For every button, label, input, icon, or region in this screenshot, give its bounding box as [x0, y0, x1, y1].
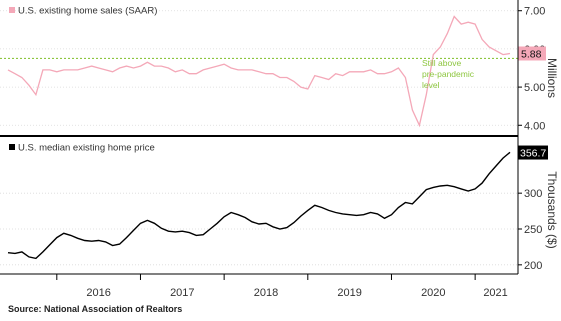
- top-panel: U.S. existing home sales (SAAR) Still ab…: [0, 6, 559, 132]
- y-tick-label-5.00: 5.00: [524, 82, 545, 94]
- annotation-line-1: Still above: [422, 58, 461, 68]
- x-tick-label-2018: 2018: [254, 287, 278, 299]
- bottom-gridlines: [0, 192, 518, 266]
- median-price-legend-label: U.S. median existing home price: [18, 143, 155, 154]
- bottom-panel: U.S. median existing home price 200 250 30…: [0, 143, 559, 272]
- top-gridlines: [0, 10, 518, 126]
- median-price-last-value-box: [518, 145, 548, 160]
- home-sales-legend-label: U.S. existing home sales (SAAR): [18, 6, 157, 17]
- home-sales-last-value-box: [518, 46, 546, 61]
- x-tick-label-2016: 2016: [86, 287, 110, 299]
- bottom-last-value-badge: 356.7: [518, 145, 548, 160]
- median-price-series-line: [7, 151, 511, 260]
- y-tick-label-7.00: 7.00: [524, 6, 545, 18]
- annotation-line-3: level: [422, 80, 440, 90]
- median-price-last-value: 356.7: [520, 148, 546, 160]
- bottom-y-axis-title: Thousands ($): [545, 171, 559, 248]
- top-y-axis-title: Millions: [545, 58, 559, 98]
- y-tick-label-250: 250: [524, 224, 542, 236]
- y-tick-label-200: 200: [524, 260, 542, 272]
- bottom-legend: U.S. median existing home price: [9, 143, 155, 154]
- x-tick-label-2021: 2021: [483, 287, 507, 299]
- x-axis: 2016 2017 2018 2019 2020 2021: [56, 274, 508, 299]
- home-sales-last-value: 5.88: [521, 48, 542, 60]
- home-sales-legend-swatch: [9, 7, 15, 13]
- annotation-line-2: pre-pandemic: [422, 69, 475, 79]
- home-sales-series-line: [7, 15, 511, 128]
- top-last-value-badge: 5.88: [518, 46, 546, 61]
- y-tick-label-4.00: 4.00: [524, 120, 545, 132]
- median-price-legend-swatch: [9, 144, 15, 150]
- y-tick-label-300: 300: [524, 188, 542, 200]
- x-tick-label-2020: 2020: [421, 287, 445, 299]
- source-note: Source: National Association of Realtors: [8, 304, 182, 314]
- x-tick-label-2017: 2017: [170, 287, 194, 299]
- top-legend: U.S. existing home sales (SAAR): [9, 6, 157, 17]
- pre-pandemic-annotation: Still above pre-pandemic level: [422, 58, 475, 90]
- bottom-y-axis: 200 250 300: [518, 188, 542, 272]
- top-y-axis: 4.005.006.007.00: [518, 6, 545, 132]
- x-tick-label-2019: 2019: [337, 287, 361, 299]
